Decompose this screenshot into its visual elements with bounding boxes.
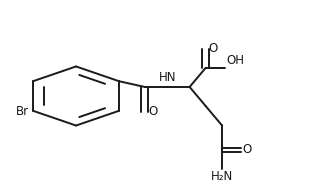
Text: H₂N: H₂N [211,170,233,183]
Text: OH: OH [226,54,244,67]
Text: O: O [242,143,252,156]
Text: HN: HN [158,71,176,84]
Text: Br: Br [16,105,29,118]
Text: O: O [148,105,157,118]
Text: O: O [209,42,218,55]
